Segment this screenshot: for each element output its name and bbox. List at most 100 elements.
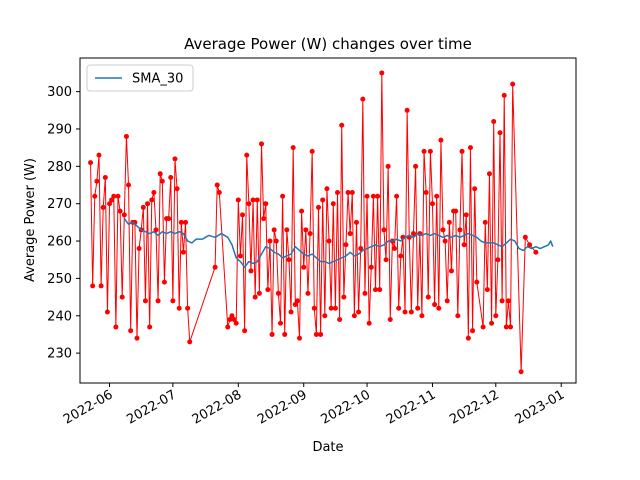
power-point xyxy=(413,163,419,169)
power-point xyxy=(495,257,501,263)
power-point xyxy=(510,81,516,87)
sma-series xyxy=(123,218,554,268)
power-point xyxy=(324,186,330,192)
power-point xyxy=(425,294,431,300)
power-point xyxy=(242,328,248,334)
power-point xyxy=(379,70,385,76)
power-point xyxy=(288,309,294,315)
power-point xyxy=(484,287,490,293)
power-point xyxy=(267,238,273,244)
y-tick-label: 240 xyxy=(47,309,72,324)
power-point xyxy=(360,96,366,102)
power-point xyxy=(527,242,533,248)
power-point xyxy=(349,189,355,195)
power-point xyxy=(246,201,252,207)
power-point xyxy=(233,320,239,326)
power-point xyxy=(102,175,108,181)
power-point xyxy=(305,290,311,296)
power-point xyxy=(94,178,100,184)
power-point xyxy=(364,193,370,199)
power-point xyxy=(98,283,104,289)
power-point xyxy=(415,305,421,311)
power-point xyxy=(410,231,416,237)
y-tick-label: 270 xyxy=(47,197,72,212)
power-point xyxy=(457,227,463,233)
power-point xyxy=(180,249,186,255)
power-point xyxy=(398,253,404,259)
power-point xyxy=(271,227,277,233)
x-tick-label: 2022-11 xyxy=(384,387,439,427)
power-point xyxy=(151,189,157,195)
power-point xyxy=(493,313,499,319)
power-point xyxy=(362,290,368,296)
power-point xyxy=(307,231,313,237)
power-point xyxy=(353,219,359,225)
power-point xyxy=(244,152,250,158)
power-point xyxy=(117,208,123,214)
power-point xyxy=(104,309,110,315)
power-point xyxy=(265,287,271,293)
power-point xyxy=(356,309,362,315)
power-point xyxy=(343,242,349,248)
power-point xyxy=(347,231,353,237)
power-point xyxy=(503,324,509,330)
power-point xyxy=(463,212,469,218)
power-point xyxy=(370,193,376,199)
power-point xyxy=(427,148,433,154)
power-point xyxy=(90,283,96,289)
power-point xyxy=(237,253,243,259)
power-point xyxy=(381,227,387,233)
power-point xyxy=(328,305,334,311)
power-point xyxy=(278,320,284,326)
power-point xyxy=(259,141,265,147)
power-point xyxy=(383,257,389,263)
power-point xyxy=(88,160,94,166)
legend: SMA_30 xyxy=(86,64,194,92)
power-point xyxy=(385,163,391,169)
power-point xyxy=(337,316,343,322)
power-point xyxy=(320,197,326,203)
power-point xyxy=(248,268,254,274)
power-point xyxy=(497,130,503,136)
power-point xyxy=(256,290,262,296)
power-point xyxy=(263,201,269,207)
power-point xyxy=(229,313,235,319)
power-point xyxy=(176,305,182,311)
y-tick-label: 250 xyxy=(47,272,72,287)
power-point xyxy=(442,238,448,244)
chart-title: Average Power (W) changes over time xyxy=(184,35,472,53)
power-point xyxy=(172,156,178,162)
power-point xyxy=(446,219,452,225)
power-point xyxy=(440,227,446,233)
power-point xyxy=(423,189,429,195)
power-point xyxy=(149,197,155,203)
power-point xyxy=(174,186,180,192)
y-tick-label: 300 xyxy=(47,85,72,100)
power-point xyxy=(326,238,332,244)
x-tick-label: 2022-12 xyxy=(447,387,502,427)
legend-label-sma: SMA_30 xyxy=(132,72,183,87)
power-point xyxy=(275,290,281,296)
power-point xyxy=(126,182,132,188)
power-point xyxy=(128,328,134,334)
power-point xyxy=(436,305,442,311)
power-point xyxy=(313,331,319,337)
power-point xyxy=(121,212,127,218)
power-point xyxy=(187,339,193,345)
power-point xyxy=(330,201,336,207)
power-point xyxy=(269,331,275,337)
power-point xyxy=(482,219,488,225)
power-point xyxy=(396,305,402,311)
power-point xyxy=(168,175,174,181)
power-point xyxy=(366,320,372,326)
power-point xyxy=(286,257,292,263)
plot-frame xyxy=(79,57,577,384)
power-point xyxy=(322,313,328,319)
power-point xyxy=(161,279,167,285)
power-point xyxy=(351,313,357,319)
power-point xyxy=(448,268,454,274)
power-point xyxy=(404,107,410,113)
power-point xyxy=(142,298,148,304)
power-point xyxy=(480,324,486,330)
legend-box xyxy=(86,64,194,92)
